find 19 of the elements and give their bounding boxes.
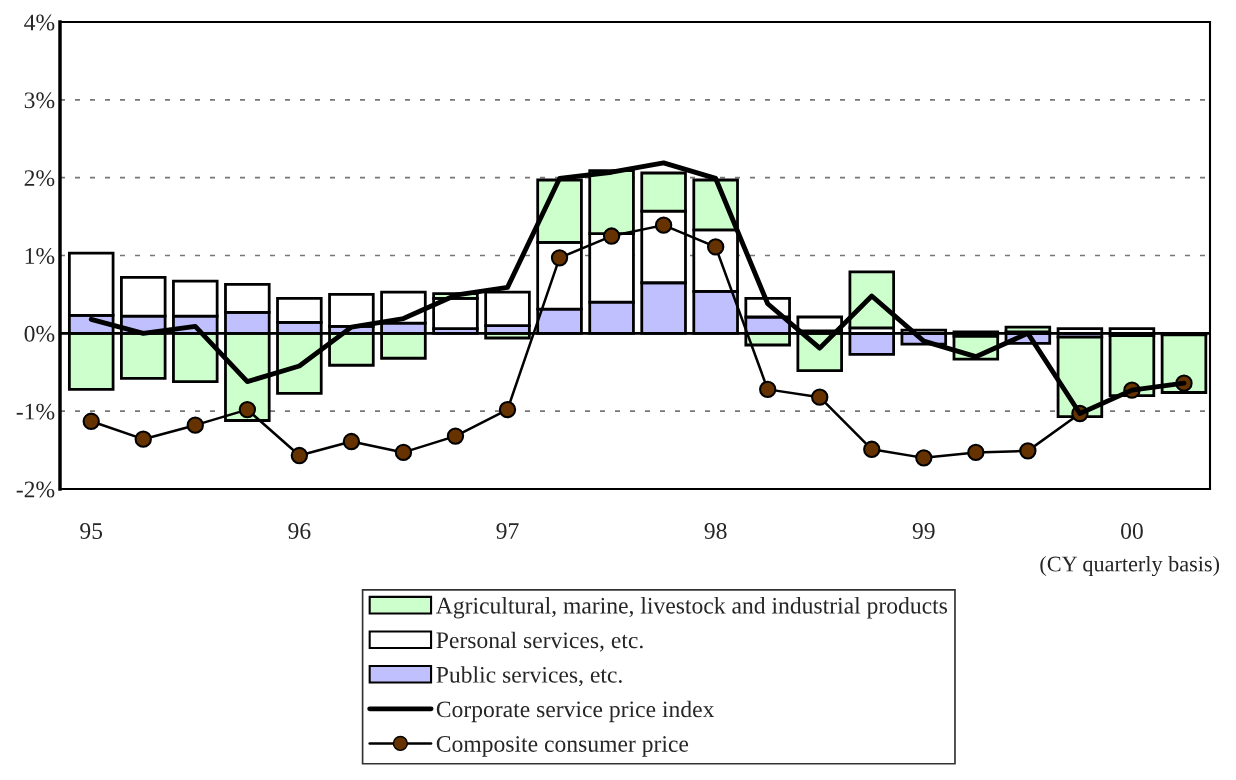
y-tick-label: -2% <box>16 481 55 498</box>
x-tick-label: 95 <box>80 523 103 539</box>
x-tick-label: 97 <box>496 523 519 539</box>
legend-label: Composite consumer price <box>436 736 689 757</box>
text: (CY quarterly basis) <box>1040 555 1220 577</box>
y-tick-label: 1% <box>25 247 55 264</box>
legend-label: Corporate service price index <box>436 700 715 723</box>
x-tick-label: 96 <box>288 523 311 539</box>
y-tick-label: 3% <box>24 92 55 109</box>
y-tick-label: 2% <box>24 170 55 187</box>
legend-label: Agricultural, marine, livestock and industrial products <box>436 597 948 619</box>
y-tick-label: 0% <box>24 325 55 342</box>
x-tick-label: 98 <box>704 523 727 539</box>
x-tick-label: 00 <box>1121 523 1143 539</box>
y-tick-label: -1% <box>16 403 55 420</box>
y-tick-label: 4% <box>24 14 55 31</box>
legend-label: Personal services, etc. <box>436 631 643 652</box>
legend-label: Public services, etc. <box>436 666 622 687</box>
x-tick-label: 99 <box>912 523 935 539</box>
